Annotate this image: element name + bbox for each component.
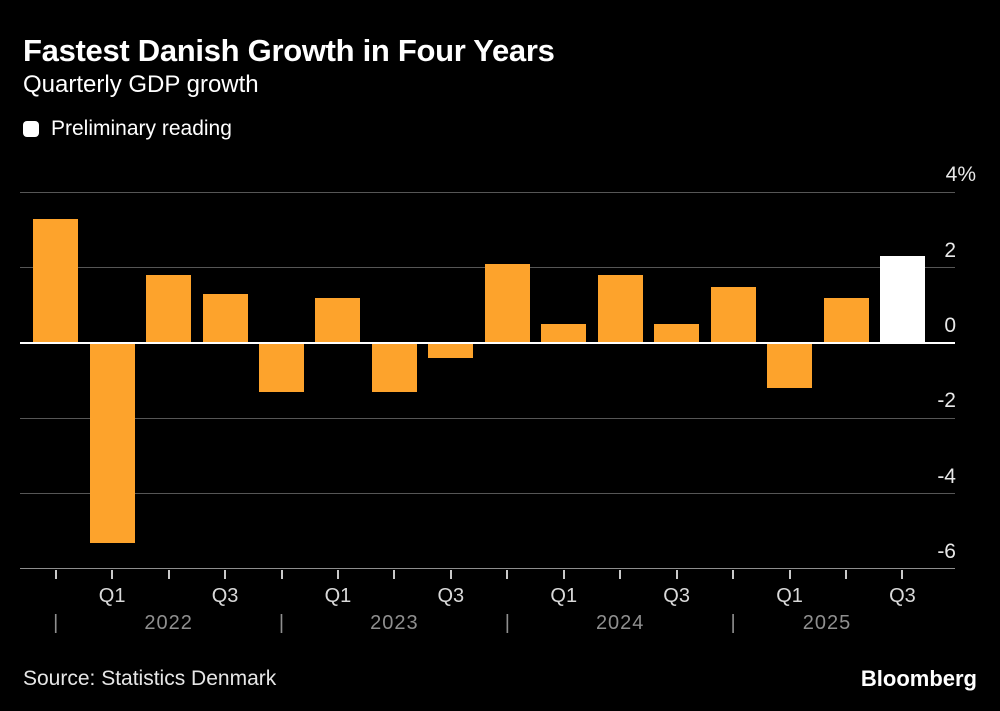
y-axis-label: -2 [937, 389, 956, 413]
legend-label: Preliminary reading [51, 117, 232, 140]
bar-q1-2023 [315, 297, 361, 343]
x-axis-label: Q3 [889, 585, 916, 607]
year-label: 2022 [144, 612, 193, 634]
year-separator: | [504, 612, 510, 634]
year-label: 2024 [595, 612, 645, 634]
x-axis-tick [224, 570, 227, 580]
x-axis-tick [336, 570, 339, 580]
source-text: Source: Statistics Denmark [23, 667, 277, 690]
bar-q2-2024 [597, 275, 643, 343]
y-axis-label: -6 [937, 539, 956, 563]
zero-line [19, 342, 955, 344]
year-separator: | [730, 612, 736, 634]
y-axis-label: 0 [944, 314, 956, 337]
year-label: 2023 [370, 612, 419, 634]
bar-q2-2023 [371, 343, 417, 392]
y-axis-label: -4 [937, 464, 956, 488]
bar-q2-2025 [823, 297, 869, 343]
year-label: 2025 [802, 612, 852, 634]
bar-q1-2024 [541, 324, 587, 343]
bar-q4-2024 [710, 286, 756, 343]
gridline [19, 191, 955, 193]
x-axis-tick [619, 570, 622, 580]
x-axis-label: Q3 [437, 585, 465, 607]
x-axis-tick [562, 570, 565, 580]
x-axis-tick [675, 570, 678, 580]
x-axis-tick [449, 570, 452, 580]
x-axis-tick [111, 570, 114, 580]
year-separator: | [53, 612, 59, 634]
x-axis-label: Q1 [324, 585, 352, 607]
x-axis-tick [280, 570, 283, 580]
bar-q1-2022 [89, 343, 135, 543]
year-separator: | [278, 612, 285, 634]
bar-q4-2021 [33, 218, 79, 343]
bloomberg-logo: Bloomberg [860, 666, 977, 691]
bar-q4-2023 [484, 263, 530, 343]
y-axis-label: 2 [944, 238, 956, 262]
bar-q1-2025 [767, 343, 813, 389]
x-axis-baseline [19, 568, 955, 570]
gridline [19, 493, 955, 495]
x-axis-label: Q3 [663, 585, 690, 607]
bar-q3-2022 [202, 294, 248, 343]
x-axis-tick [506, 570, 509, 580]
x-axis-label: Q1 [98, 585, 126, 607]
legend-swatch-preliminary [23, 121, 39, 137]
x-axis-label: Q1 [776, 585, 803, 607]
x-axis-tick [393, 570, 396, 580]
bar-q3-2024 [654, 324, 700, 343]
x-axis-tick [901, 570, 904, 580]
y-axis-label: 4% [945, 163, 976, 187]
legend: Preliminary reading [23, 117, 232, 140]
x-axis-label: Q1 [550, 585, 578, 607]
x-axis-tick [54, 570, 57, 580]
x-axis-tick [732, 570, 735, 580]
bar-q4-2022 [259, 343, 304, 392]
bar-q3-2025 [879, 256, 925, 343]
chart-subtitle: Quarterly GDP growth [23, 71, 259, 98]
bar-q2-2022 [146, 275, 192, 343]
chart-title: Fastest Danish Growth in Four Years [23, 33, 555, 68]
gridline [19, 417, 955, 419]
x-axis-tick [845, 570, 847, 580]
x-axis-tick [788, 570, 791, 580]
x-axis-label: Q3 [211, 585, 239, 607]
bar-q3-2023 [428, 343, 474, 359]
x-axis-tick [167, 570, 170, 580]
